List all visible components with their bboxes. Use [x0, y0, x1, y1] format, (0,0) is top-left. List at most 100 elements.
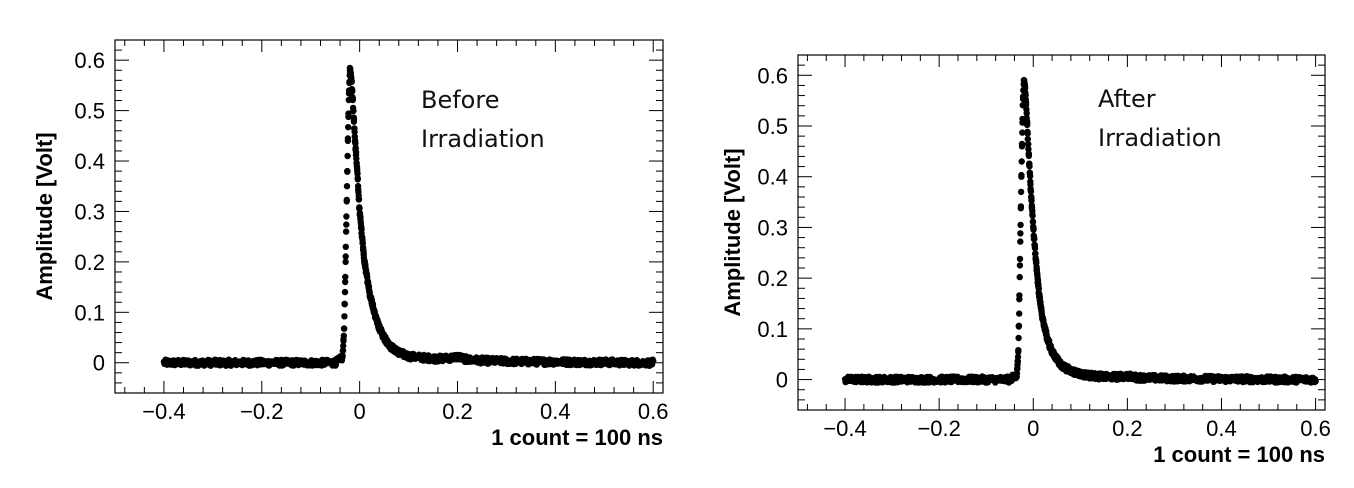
data-points	[160, 64, 657, 369]
data-point	[1019, 129, 1026, 136]
data-point	[1034, 272, 1041, 279]
data-point	[1016, 255, 1024, 263]
data-point	[1026, 172, 1034, 180]
data-point	[343, 221, 350, 228]
x-axis-title: 1 count = 100 ns	[1153, 442, 1325, 467]
data-point	[344, 137, 352, 145]
x-axis-title: 1 count = 100 ns	[491, 425, 663, 450]
data-point	[357, 214, 364, 221]
data-point	[344, 152, 351, 160]
y-tick-label: 0.5	[757, 114, 788, 139]
plot-frame	[797, 54, 1326, 411]
x-tick-label: −0.4	[142, 399, 185, 424]
data-point	[1024, 128, 1031, 135]
x-tick-label: 0.2	[1112, 416, 1143, 441]
data-point	[1031, 235, 1038, 243]
data-point	[650, 357, 657, 365]
data-point	[354, 182, 362, 190]
data-point	[1015, 334, 1022, 342]
data-point	[350, 116, 358, 123]
x-tick-label: −0.4	[823, 416, 866, 441]
data-point	[344, 167, 351, 175]
data-point	[340, 337, 347, 345]
data-point	[342, 253, 349, 260]
data-point	[1024, 135, 1032, 143]
data-point	[1014, 353, 1022, 361]
data-point	[343, 213, 350, 220]
data-point	[1076, 371, 1084, 378]
data-point	[1022, 96, 1029, 103]
y-tick-label: 0.2	[757, 266, 788, 291]
data-point	[339, 352, 346, 360]
data-point	[1017, 221, 1024, 229]
data-point	[350, 107, 357, 114]
data-point	[354, 176, 361, 183]
x-tick-label: 0	[354, 399, 366, 424]
y-tick-label: 0.6	[757, 63, 788, 88]
data-point	[342, 228, 350, 235]
x-tick-label: 0.4	[540, 399, 571, 424]
data-point	[354, 170, 361, 177]
data-point	[340, 342, 347, 350]
data-point	[340, 332, 347, 339]
data-point	[1024, 141, 1032, 148]
data-point	[345, 110, 352, 117]
data-point	[1017, 230, 1024, 237]
data-point	[1016, 262, 1024, 269]
data-point	[358, 226, 365, 233]
data-point	[1016, 292, 1023, 299]
x-tick-label: 0.6	[1300, 416, 1331, 441]
data-point	[1025, 145, 1032, 153]
data-point	[342, 243, 349, 250]
data-point	[349, 96, 356, 104]
data-point	[1029, 218, 1037, 226]
y-tick-label: 0	[776, 368, 788, 393]
annotation-line: Before	[421, 86, 499, 114]
annotation-line: Irradiation	[1098, 124, 1222, 152]
data-point	[1017, 205, 1024, 212]
data-point	[1018, 143, 1026, 150]
y-tick-label: 0.4	[757, 165, 788, 190]
data-point	[339, 347, 347, 355]
panel-after-irradiation: −0.4 −0.2 0 0.2 0.4 0.600.10.20.30.40.50.61 c…	[720, 54, 1331, 467]
data-point	[1033, 259, 1040, 266]
data-point	[1029, 207, 1036, 214]
data-point	[341, 288, 349, 296]
data-point	[356, 205, 363, 212]
data-point	[1031, 243, 1039, 250]
data-point	[1017, 188, 1025, 196]
data-point	[1015, 322, 1023, 329]
y-tick-label: 0.1	[74, 300, 105, 325]
data-point	[1016, 310, 1023, 317]
data-point	[1030, 225, 1037, 232]
y-axis-title: Amplitude [Volt]	[32, 132, 57, 300]
x-tick-label: 0.4	[1206, 416, 1237, 441]
data-point	[342, 258, 349, 266]
y-tick-label: 0.3	[74, 199, 105, 224]
data-point	[343, 183, 351, 190]
data-point	[1029, 212, 1036, 219]
data-point	[361, 258, 368, 265]
y-tick-label: 0.1	[757, 317, 788, 342]
data-point	[349, 88, 356, 95]
y-axis-title: Amplitude [Volt]	[720, 148, 745, 316]
data-point	[348, 78, 355, 86]
y-tick-label: 0	[93, 351, 105, 376]
data-point	[1017, 238, 1024, 245]
y-tick-label: 0.5	[74, 99, 105, 124]
y-tick-label: 0.6	[74, 48, 105, 73]
panel-before-irradiation: −0.4 −0.2 0 0.2 0.4 0.600.10.20.30.40.50.61 c…	[32, 39, 669, 450]
x-tick-label: 0.6	[638, 399, 669, 424]
data-point	[1035, 285, 1043, 292]
x-tick-label: −0.2	[917, 416, 960, 441]
data-point	[1023, 106, 1030, 113]
data-point	[1021, 82, 1029, 89]
data-point	[341, 313, 348, 320]
data-point	[1022, 91, 1029, 99]
data-point	[343, 198, 350, 205]
data-point	[360, 249, 367, 256]
data-point	[353, 155, 360, 162]
data-point	[1015, 347, 1022, 354]
data-point	[351, 128, 358, 136]
